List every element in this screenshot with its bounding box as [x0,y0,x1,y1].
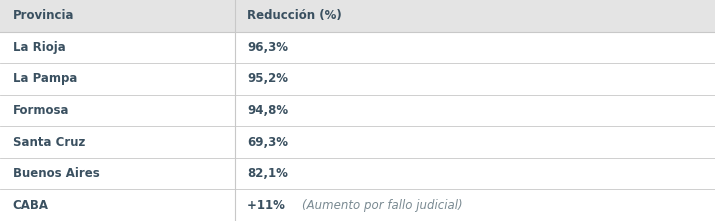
Text: 94,8%: 94,8% [247,104,289,117]
Bar [0,32,715,63]
Text: 95,2%: 95,2% [247,72,288,86]
Text: Provincia: Provincia [13,9,74,22]
Text: 82,1%: 82,1% [247,167,288,180]
Text: La Rioja: La Rioja [13,41,66,54]
Bar [0,0,715,32]
Text: +11%: +11% [247,199,290,212]
Bar [0,158,715,189]
Text: (Aumento por fallo judicial): (Aumento por fallo judicial) [302,199,462,212]
Bar [0,95,715,126]
Bar [0,189,715,221]
Text: La Pampa: La Pampa [13,72,77,86]
Text: Buenos Aires: Buenos Aires [13,167,99,180]
Text: Reducción (%): Reducción (%) [247,9,342,22]
Text: 69,3%: 69,3% [247,135,288,149]
Text: 96,3%: 96,3% [247,41,288,54]
Bar [0,63,715,95]
Text: Santa Cruz: Santa Cruz [13,135,85,149]
Text: Formosa: Formosa [13,104,69,117]
Text: CABA: CABA [13,199,49,212]
Bar [0,126,715,158]
